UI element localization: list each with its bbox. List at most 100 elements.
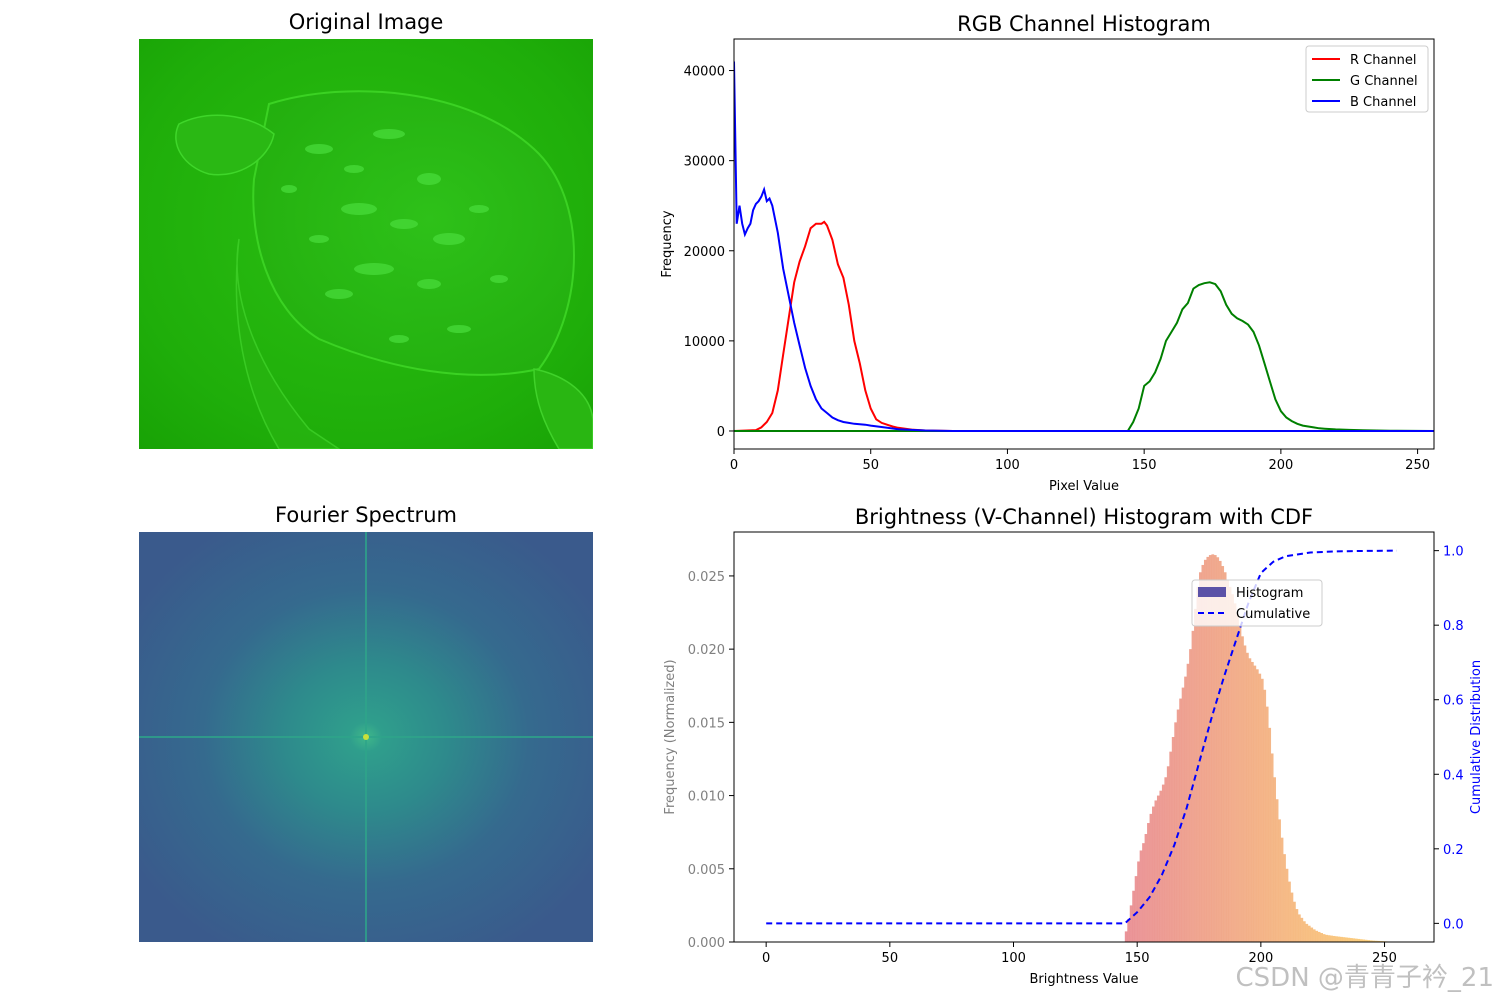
histogram-bar — [1362, 939, 1366, 942]
x-tick-label: 250 — [1405, 458, 1430, 473]
histogram-bar — [1213, 555, 1217, 942]
histogram-bar — [1359, 939, 1363, 942]
histogram-bar — [1354, 938, 1358, 942]
y-right-tick-label: 0.0 — [1443, 917, 1464, 932]
histogram-bar — [1223, 572, 1227, 942]
x-tick-label: 50 — [882, 951, 899, 966]
histogram-bar — [1265, 706, 1269, 942]
y-tick-label: 0.020 — [688, 643, 725, 658]
x-tick-label: 200 — [1248, 951, 1273, 966]
legend-label: R Channel — [1350, 53, 1417, 68]
legend-label: Cumulative — [1236, 607, 1310, 622]
histogram-bar — [1258, 673, 1262, 942]
histogram-bar — [1243, 645, 1247, 942]
y-tick-label: 0.025 — [688, 570, 725, 585]
cdf-line — [766, 549, 1397, 925]
y-tick-label: 0.010 — [688, 790, 725, 805]
series-line-b-channel — [734, 61, 1434, 432]
histogram-bar — [1357, 938, 1361, 942]
histogram-bar — [1228, 586, 1232, 942]
histogram-bar — [1124, 931, 1128, 942]
histogram-bar — [1290, 892, 1294, 942]
histogram-bar — [1280, 837, 1284, 942]
histogram-bar — [1248, 658, 1252, 942]
histogram-bar — [1315, 930, 1319, 942]
x-axis-label: Brightness Value — [1029, 972, 1138, 987]
histogram-bar — [1179, 698, 1182, 942]
v-legend: Histogram Cumulative — [1191, 579, 1323, 627]
y-right-axis-label: Cumulative Distribution — [1469, 660, 1484, 814]
legend-label: G Channel — [1350, 74, 1418, 89]
histogram-bar — [1275, 799, 1279, 942]
legend-label: B Channel — [1350, 95, 1416, 110]
histogram-bar — [1335, 936, 1338, 942]
x-tick-label: 100 — [1001, 951, 1026, 966]
histogram-bar — [1154, 800, 1158, 942]
histogram-bar — [1293, 901, 1296, 942]
original-image-title: Original Image — [288, 10, 444, 34]
y-tick-label: 10000 — [684, 335, 725, 350]
rgb-channel-histogram-chart: RGB Channel Histogram 0 50 100 150 200 250 0 100… — [660, 12, 1435, 494]
histogram-bar — [1186, 663, 1190, 942]
histogram-bar — [1352, 938, 1356, 942]
histogram-bar — [1307, 925, 1311, 942]
y-tick-label: 30000 — [684, 155, 725, 170]
histogram-bar — [1208, 555, 1212, 942]
histogram-bar — [1246, 652, 1249, 942]
y-tick-label: 0.000 — [688, 936, 725, 951]
x-tick-label: 0 — [762, 951, 770, 966]
histogram-bar — [1260, 678, 1264, 942]
histogram-bar — [1206, 556, 1210, 942]
histogram-bar — [1196, 586, 1200, 942]
histogram-bar — [1297, 914, 1301, 942]
histogram-bar — [1364, 939, 1368, 942]
histogram-bars — [1124, 554, 1398, 943]
turtle-underwater-image — [139, 39, 593, 449]
histogram-bar — [1132, 890, 1135, 942]
y-tick-label: 0 — [717, 425, 725, 440]
legend-box — [1305, 45, 1429, 113]
histogram-bar — [1285, 868, 1289, 942]
histogram-bar — [1236, 614, 1239, 942]
histogram-bar — [1226, 579, 1229, 942]
histogram-bar — [1344, 937, 1348, 942]
histogram-bar — [1268, 727, 1272, 942]
y-axis-label: Frequency — [660, 210, 675, 277]
histogram-bar — [1312, 929, 1316, 942]
histogram-bar — [1231, 594, 1234, 942]
histogram-bar — [1203, 559, 1207, 942]
histogram-bar — [1255, 669, 1259, 942]
histogram-bar — [1367, 940, 1370, 942]
rgb-plot-frame — [733, 38, 1435, 450]
histogram-bar — [1377, 940, 1380, 942]
histogram-bar — [1144, 834, 1148, 942]
y-tick-label: 20000 — [684, 245, 725, 260]
histogram-bar — [1374, 940, 1378, 942]
brightness-histogram-cdf-chart: Brightness (V-Channel) Histogram with CD… — [663, 505, 1484, 987]
histogram-bar — [1317, 931, 1321, 942]
histogram-bar — [1278, 819, 1281, 942]
x-tick-label: 150 — [1132, 458, 1157, 473]
fourier-spectrum-title: Fourier Spectrum — [275, 503, 457, 527]
histogram-bar — [1253, 665, 1257, 942]
histogram-bar — [1327, 935, 1331, 942]
histogram-bar — [1218, 560, 1222, 942]
x-tick-label: 100 — [995, 458, 1020, 473]
histogram-bar — [1129, 905, 1133, 942]
histogram-bar — [1250, 661, 1254, 942]
histogram-bar — [1288, 881, 1291, 942]
histogram-bar — [1221, 566, 1225, 942]
histogram-bar — [1142, 843, 1145, 942]
histogram-bar — [1166, 766, 1170, 942]
x-axis-label: Pixel Value — [1049, 479, 1119, 494]
y-right-tick-label: 0.2 — [1443, 843, 1464, 858]
legend-swatch-histogram — [1198, 587, 1226, 597]
fourier-magnitude-plot — [139, 532, 593, 942]
histogram-bar — [1216, 557, 1220, 942]
x-tick-label: 250 — [1372, 951, 1397, 966]
histogram-bar — [1302, 921, 1306, 942]
histogram-bar — [1372, 940, 1375, 942]
histogram-bar — [1305, 923, 1309, 942]
histogram-bar — [1164, 777, 1168, 942]
rgb-legend: R Channel G Channel B Channel — [1305, 45, 1429, 113]
